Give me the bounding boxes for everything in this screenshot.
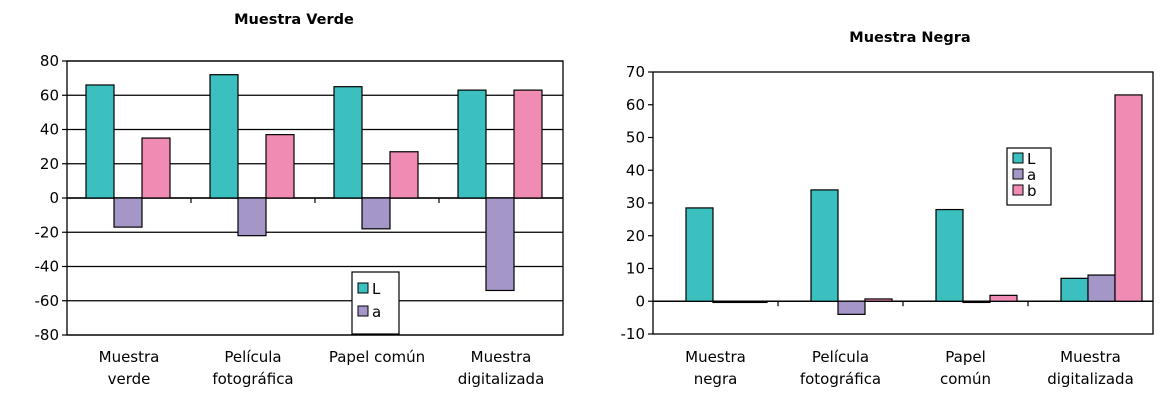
category-label: Película: [812, 348, 869, 366]
category-label: Muestra: [1060, 348, 1121, 366]
category-label: común: [940, 370, 991, 388]
y-tick-label: 0: [49, 189, 59, 207]
chart-muestra-verde: Muestra Verde 80 60 40 20 0 -20 -40 -60 -80 Muestr…: [35, 12, 564, 388]
y-tick-label: 20: [40, 155, 59, 173]
bar-L: [1060, 277, 1089, 302]
y-tick-label: -60: [35, 292, 60, 310]
bar-b: [864, 298, 893, 302]
y-tick-label: -10: [621, 325, 646, 343]
bar-L: [85, 84, 115, 199]
chart-title: Muestra Negra: [849, 30, 970, 46]
y-tick-label: -20: [35, 223, 60, 241]
y-tick-label: -80: [35, 326, 60, 344]
bar-a: [1087, 274, 1116, 302]
legend-swatch: [1012, 168, 1024, 180]
category-label: fotográfica: [212, 370, 293, 388]
bar-a: [962, 300, 991, 304]
bar-L: [457, 89, 487, 199]
y-tick-label: 10: [626, 260, 645, 278]
category-label: fotográfica: [800, 370, 881, 388]
bar-L: [685, 207, 714, 302]
category-label: digitalizada: [1047, 370, 1134, 388]
legend-label: a: [372, 303, 381, 321]
chart-title: Muestra Verde: [234, 12, 354, 28]
bar-series3: [389, 151, 419, 199]
legend-swatch: [357, 282, 369, 294]
category-label: Muestra: [471, 348, 532, 366]
bar-b: [739, 300, 768, 304]
legend-swatch: [1012, 184, 1024, 196]
bar-b: [1114, 94, 1143, 302]
legend-swatch: [357, 305, 369, 317]
bar-series3: [141, 137, 171, 199]
bar-a: [237, 197, 267, 237]
category-label: Muestra: [99, 348, 160, 366]
y-tick-label: 80: [40, 52, 59, 70]
legend-swatch: [1012, 152, 1024, 164]
y-tick-label: 60: [40, 86, 59, 104]
bar-a: [485, 197, 515, 292]
bar-L: [209, 74, 239, 199]
category-label: Muestra: [685, 348, 746, 366]
category-label: verde: [108, 370, 151, 388]
bar-series3: [265, 134, 295, 199]
y-tick-label: 50: [626, 129, 645, 147]
bar-L: [935, 208, 964, 302]
category-label: Película: [224, 348, 281, 366]
legend-label: L: [1027, 150, 1036, 168]
category-label: Papel: [945, 348, 985, 366]
legend: [351, 271, 400, 335]
legend-label: b: [1027, 182, 1037, 200]
y-tick-label: 30: [626, 194, 645, 212]
category-label: digitalizada: [458, 370, 545, 388]
bar-a: [113, 197, 143, 228]
y-tick-label: 60: [626, 96, 645, 114]
y-tick-label: 0: [635, 292, 645, 310]
bar-a: [361, 197, 391, 230]
y-tick-label: 40: [40, 121, 59, 139]
y-tick-label: 70: [626, 63, 645, 81]
bar-series3: [513, 89, 543, 199]
bar-a: [712, 300, 741, 304]
y-tick-label: 40: [626, 161, 645, 179]
y-tick-label: -40: [35, 258, 60, 276]
legend-label: a: [1027, 166, 1036, 184]
bar-b: [989, 294, 1018, 302]
bar-L: [333, 86, 363, 199]
category-label: Papel común: [329, 348, 425, 366]
bar-a: [837, 300, 866, 315]
category-label: negra: [694, 370, 738, 388]
y-tick-label: 20: [626, 227, 645, 245]
legend-label: L: [372, 280, 381, 298]
chart-muestra-negra: Muestra Negra 70 60 50 40 30 20 10 0 -10 Muestra ne…: [621, 30, 1154, 388]
bar-L: [810, 189, 839, 302]
